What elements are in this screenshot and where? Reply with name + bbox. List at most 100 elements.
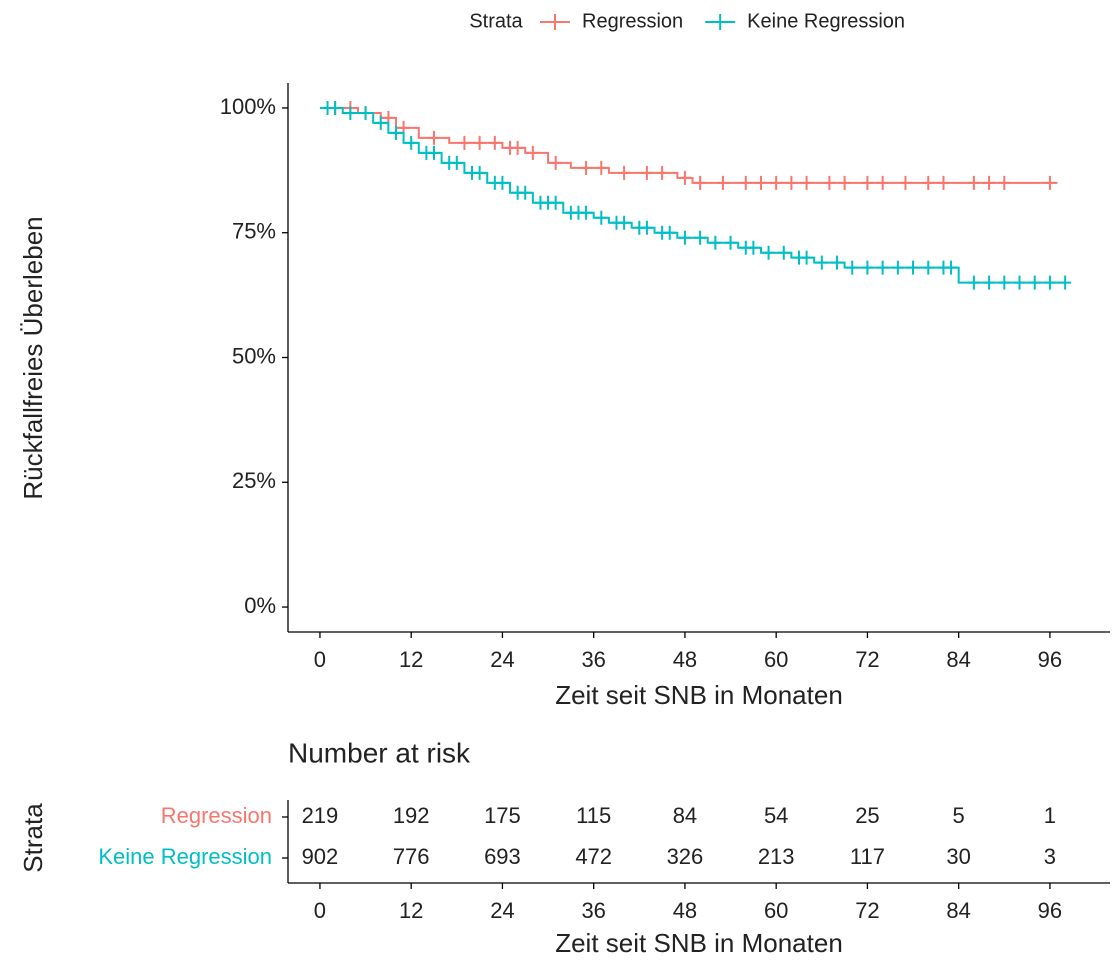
y-axis-title: Rückfallfreies Überleben: [18, 216, 48, 499]
censor-mark: [549, 155, 562, 170]
censor-mark: [405, 135, 418, 150]
censor-mark: [511, 140, 524, 155]
risk-x-tick-label: 96: [1038, 898, 1062, 923]
censor-mark: [861, 175, 874, 190]
risk-count: 192: [393, 803, 430, 828]
censor-mark: [823, 175, 836, 190]
x-tick-label: 0: [314, 647, 326, 672]
censor-mark: [709, 235, 722, 250]
censor-mark: [1028, 275, 1041, 290]
censor-mark: [450, 155, 463, 170]
censor-mark: [899, 175, 912, 190]
censor-mark: [344, 105, 357, 120]
risk-count: 776: [393, 844, 430, 869]
risk-count: 326: [667, 844, 704, 869]
censor-mark: [876, 260, 889, 275]
risk-count: 219: [302, 803, 339, 828]
risk-count: 472: [575, 844, 612, 869]
censor-mark: [549, 195, 562, 210]
risk-x-tick-label: 36: [581, 898, 605, 923]
censor-mark: [762, 245, 775, 260]
censor-mark: [694, 175, 707, 190]
censor-mark: [359, 105, 372, 120]
censor-mark: [983, 175, 996, 190]
censor-mark: [427, 145, 440, 160]
censor-mark: [519, 185, 532, 200]
x-tick-label: 12: [399, 647, 423, 672]
y-tick-label: 100%: [220, 94, 276, 119]
risk-count: 115: [576, 803, 611, 828]
censor-mark: [945, 260, 958, 275]
censor-mark: [473, 135, 486, 150]
censor-mark: [770, 175, 783, 190]
y-tick-label: 0%: [244, 593, 276, 618]
x-tick-label: 24: [490, 647, 514, 672]
censor-mark: [1043, 275, 1056, 290]
y-tick-label: 50%: [232, 343, 276, 368]
censor-mark: [754, 175, 767, 190]
censor-mark: [891, 260, 904, 275]
risk-count: 84: [673, 803, 697, 828]
censor-mark: [580, 205, 593, 220]
censor-mark: [595, 160, 608, 175]
censor-mark: [998, 275, 1011, 290]
censor-mark: [694, 230, 707, 245]
x-tick-label: 60: [764, 647, 788, 672]
risk-count: 213: [758, 844, 795, 869]
x-tick-label: 72: [855, 647, 879, 672]
censor-mark: [831, 255, 844, 270]
censor-mark: [922, 175, 935, 190]
risk-x-tick-label: 12: [399, 898, 423, 923]
censor-mark: [998, 175, 1011, 190]
risk-count: 902: [302, 844, 339, 869]
risk-x-tick-label: 84: [946, 898, 970, 923]
censor-mark: [1059, 275, 1072, 290]
risk-count: 5: [953, 803, 965, 828]
censor-mark: [777, 245, 790, 260]
x-axis-title: Zeit seit SNB in Monaten: [555, 680, 843, 710]
censor-mark: [922, 260, 935, 275]
risk-count: 3: [1044, 844, 1056, 869]
censor-mark: [800, 250, 813, 265]
risk-x-tick-label: 24: [490, 898, 514, 923]
censor-mark: [640, 220, 653, 235]
risk-row-label: Keine Regression: [98, 844, 272, 869]
censor-mark: [580, 160, 593, 175]
censor-mark: [663, 225, 676, 240]
censor-mark: [815, 255, 828, 270]
censor-mark: [724, 235, 737, 250]
risk-count: 30: [946, 844, 970, 869]
censor-mark: [876, 175, 889, 190]
risk-count: 175: [484, 803, 521, 828]
censor-mark: [496, 175, 509, 190]
legend-symbol: [540, 14, 570, 30]
censor-mark: [595, 210, 608, 225]
legend-label: Regression: [582, 10, 683, 32]
risk-x-tick-label: 60: [764, 898, 788, 923]
y-tick-label: 75%: [232, 219, 276, 244]
censor-mark: [618, 165, 631, 180]
censor-mark: [861, 260, 874, 275]
legend-symbol: [705, 14, 736, 30]
censor-mark: [427, 130, 440, 145]
censor-mark: [937, 175, 950, 190]
risk-table-y-title: Strata: [18, 803, 48, 873]
censor-mark: [967, 175, 980, 190]
risk-x-tick-label: 72: [855, 898, 879, 923]
x-tick-label: 36: [581, 647, 605, 672]
risk-count: 693: [484, 844, 521, 869]
risk-table-x-title: Zeit seit SNB in Monaten: [555, 928, 843, 958]
risk-count: 117: [850, 844, 885, 869]
risk-count: 25: [855, 803, 879, 828]
x-tick-label: 48: [673, 647, 697, 672]
censor-mark: [656, 165, 669, 180]
survival-curve: [319, 106, 1066, 284]
censor-mark: [785, 175, 798, 190]
risk-row-label: Regression: [161, 803, 272, 828]
censor-mark: [716, 175, 729, 190]
censor-mark: [329, 100, 342, 115]
censor-mark: [389, 125, 402, 140]
censor-mark: [458, 135, 471, 150]
